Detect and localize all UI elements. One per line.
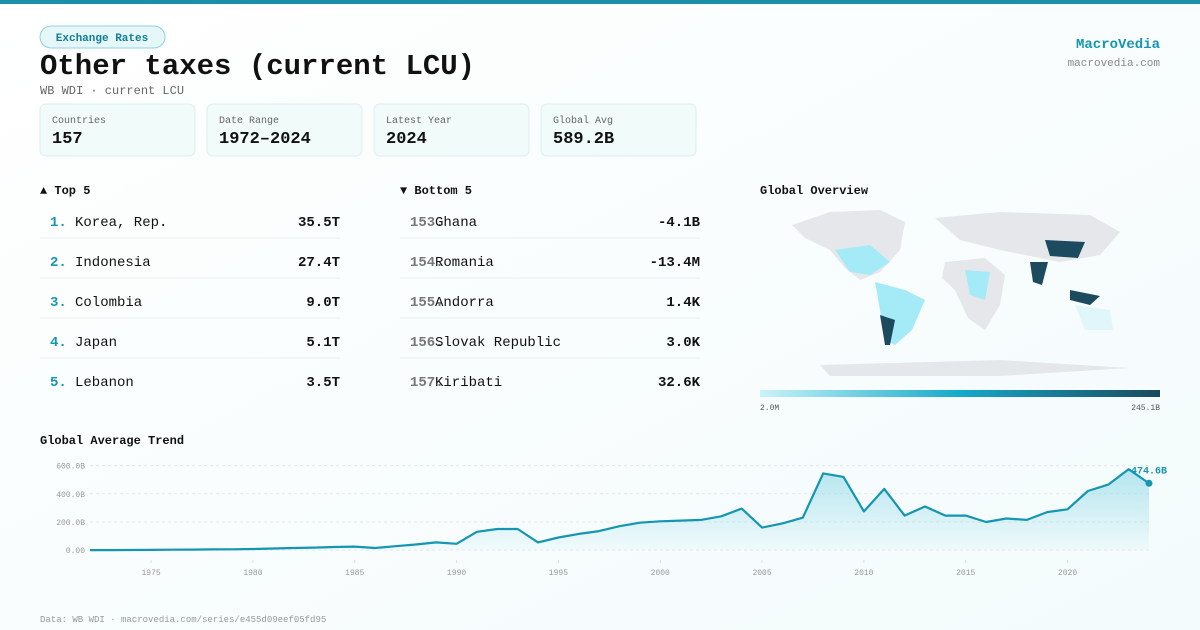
rank: 2. xyxy=(50,255,67,271)
rank: 155. xyxy=(410,295,444,311)
country: Romania xyxy=(435,255,494,271)
rank: 156. xyxy=(410,335,444,351)
tag-pill xyxy=(39,25,166,49)
stat-value: 157 xyxy=(52,130,83,149)
y-tick-label: 400.0B xyxy=(56,491,85,500)
line xyxy=(90,468,1150,552)
x-tick-label: 2005 xyxy=(752,569,771,578)
stat-card xyxy=(373,103,530,157)
stat-label: Global Avg xyxy=(553,115,613,127)
x-tick-label: 2020 xyxy=(1058,569,1077,578)
top-bar xyxy=(0,0,1200,4)
value: 35.5T xyxy=(298,215,340,231)
value: 3.5T xyxy=(306,375,340,391)
chart-title: Global Average Trend xyxy=(40,434,184,448)
value: 32.6K xyxy=(658,375,701,391)
footer: Data: WB WDI · macrovedia.com/series/e45… xyxy=(40,615,326,625)
country: Colombia xyxy=(75,295,142,311)
top-title: ▲ Top 5 xyxy=(40,184,90,198)
country: Korea, Rep. xyxy=(75,215,167,231)
x-tick-label: 1995 xyxy=(549,569,568,578)
x-tick-label: 2000 xyxy=(651,569,670,578)
stat-card xyxy=(206,103,363,157)
x-tick-label: 1980 xyxy=(243,569,262,578)
x-tick-label: 1975 xyxy=(141,569,160,578)
x-tick-label: 1990 xyxy=(447,569,466,578)
stat-value: 2024 xyxy=(386,130,427,149)
color-scale xyxy=(760,390,1160,397)
bottom-title: ▼ Bottom 5 xyxy=(400,184,472,198)
country: Lebanon xyxy=(75,375,134,391)
value: -4.1B xyxy=(658,215,701,231)
subtitle: WB WDI · current LCU xyxy=(40,84,184,98)
rank: 3. xyxy=(50,295,67,311)
scale-min-label: 2.0M xyxy=(760,404,779,413)
y-tick-label: 200.0B xyxy=(56,519,85,528)
value: 9.0T xyxy=(306,295,340,311)
rank: 157. xyxy=(410,375,444,391)
rank: 1. xyxy=(50,215,67,231)
rank: 154. xyxy=(410,255,444,271)
stat-label: Date Range xyxy=(219,116,279,127)
x-tick-label: 2015 xyxy=(956,569,975,578)
country: Indonesia xyxy=(75,255,151,271)
stat-value: 1972–2024 xyxy=(219,130,311,149)
x-tick-label: 1985 xyxy=(345,569,364,578)
country: Slovak Republic xyxy=(435,335,561,351)
end-point xyxy=(1145,479,1153,487)
country: Andorra xyxy=(435,295,494,311)
y-tick-label: 600.0B xyxy=(56,463,85,472)
value: -13.4M xyxy=(650,255,700,271)
value: 27.4T xyxy=(298,255,340,271)
country: Japan xyxy=(75,335,117,351)
value: 3.0K xyxy=(666,335,700,351)
stat-value: 589.2B xyxy=(553,130,614,149)
stat-label: Countries xyxy=(52,115,106,127)
value: 1.4K xyxy=(666,295,700,311)
y-tick-label: 0.00 xyxy=(66,547,85,556)
world-map xyxy=(792,210,1130,376)
country: Ghana xyxy=(435,215,477,231)
rank: 5. xyxy=(50,375,67,391)
tag: Exchange Rates xyxy=(56,33,148,45)
stat-card xyxy=(540,103,697,157)
title: Other taxes (current LCU) xyxy=(40,50,475,83)
country: Kiribati xyxy=(435,375,502,391)
site: macrovedia.com xyxy=(1068,58,1161,70)
value-label: 474.6B xyxy=(1131,466,1167,477)
rank: 4. xyxy=(50,335,67,351)
stat-label: Latest Year xyxy=(386,116,452,127)
map-title: Global Overview xyxy=(760,184,869,198)
value: 5.1T xyxy=(306,335,340,351)
brand: MacroVedia xyxy=(1076,37,1161,53)
rank: 153. xyxy=(410,215,444,231)
scale-max-label: 245.1B xyxy=(1131,404,1160,413)
stat-card xyxy=(39,103,196,157)
x-tick-label: 2010 xyxy=(854,569,873,578)
